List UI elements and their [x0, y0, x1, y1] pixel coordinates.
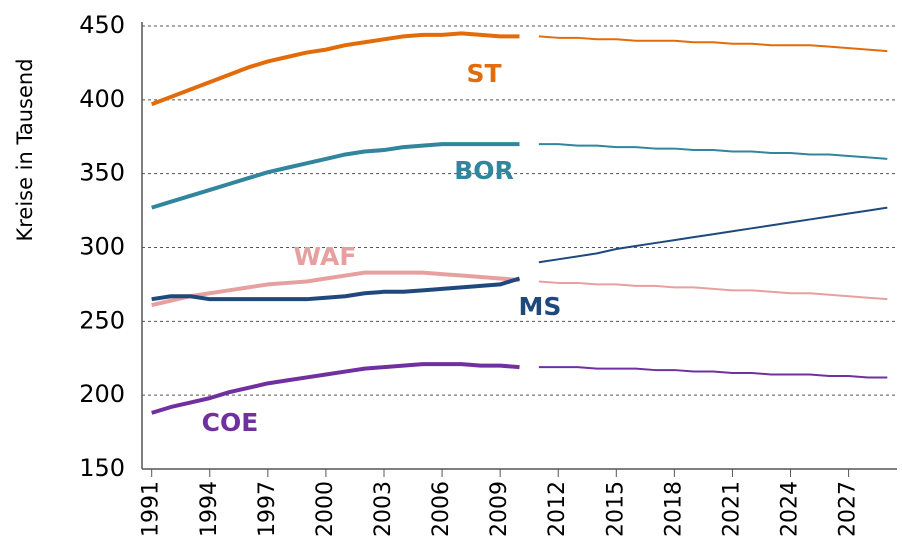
- x-tick-label: 1991: [139, 481, 164, 537]
- y-tick-label: 150: [79, 454, 125, 482]
- x-tick-label: 2027: [836, 481, 861, 537]
- line: [538, 143, 888, 160]
- line: [538, 35, 888, 53]
- x-tick-label: 2024: [778, 481, 803, 537]
- x-tick-label: 1997: [255, 481, 280, 537]
- line: [151, 276, 521, 302]
- y-tick-label: 200: [79, 380, 125, 408]
- series-label: MS: [519, 292, 562, 321]
- x-tick-label: 2000: [313, 481, 338, 537]
- x-tick-label: 1994: [197, 481, 222, 537]
- series-label: COE: [202, 408, 259, 437]
- y-tick-label: 250: [79, 306, 125, 334]
- x-tick-label: 2015: [603, 481, 628, 537]
- line: [151, 270, 520, 308]
- x-tick-label: 2018: [661, 481, 686, 537]
- y-tick-label: 400: [79, 85, 125, 113]
- line: [151, 362, 520, 415]
- x-tick-label: 2009: [487, 481, 512, 537]
- line: [151, 142, 520, 210]
- y-axis-label: Kreise in Tausend: [13, 58, 37, 241]
- line: [538, 206, 888, 264]
- x-tick-label: 2003: [371, 481, 396, 537]
- x-tick-label: 2012: [545, 481, 570, 537]
- series-label: ST: [466, 59, 501, 88]
- x-tick-label: 2006: [429, 481, 454, 537]
- line: [538, 280, 888, 301]
- line: [150, 31, 520, 107]
- y-tick-label: 350: [79, 159, 125, 187]
- line: [538, 366, 888, 379]
- series-label: BOR: [454, 156, 514, 185]
- y-tick-label: 450: [79, 11, 125, 39]
- y-tick-label: 300: [79, 233, 125, 261]
- x-tick-label: 2021: [719, 481, 744, 537]
- series-label: WAF: [294, 242, 357, 271]
